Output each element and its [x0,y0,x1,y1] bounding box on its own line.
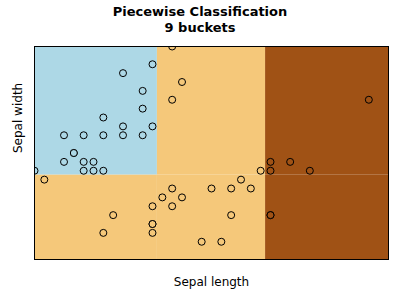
html-text:Piecewise Classification 9 buc: Piecewise Classification 9 buckets [112,4,288,35]
svg-text:Sepal length: Sepal length [174,275,249,289]
svg-text:Sepal width: Sepal width [11,83,25,153]
